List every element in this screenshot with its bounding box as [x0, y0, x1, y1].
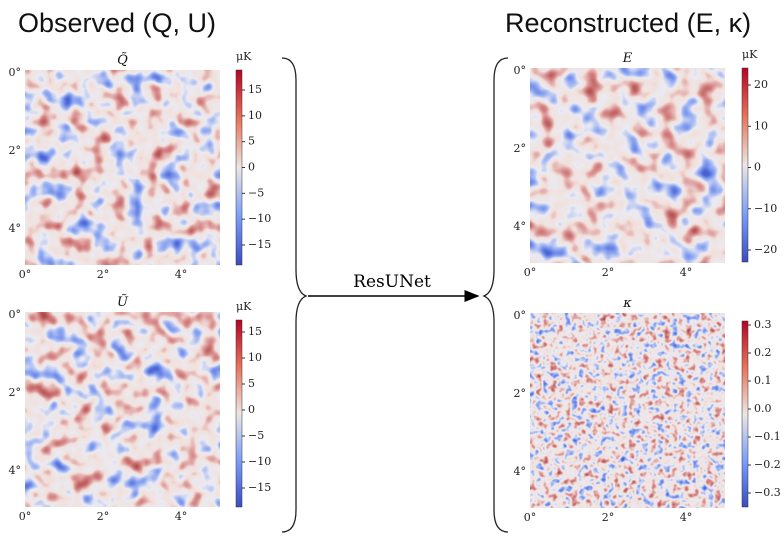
colorbar-tick-label: 0 — [754, 161, 761, 174]
colorbar — [236, 320, 242, 507]
brace-right — [484, 58, 508, 532]
y-tick-label: 4° — [9, 222, 22, 235]
heatmap — [25, 312, 220, 507]
colorbar-tick-label: −5 — [248, 429, 264, 442]
colorbar-tick-label: 10 — [248, 351, 262, 364]
x-tick-label: 4° — [175, 510, 188, 523]
y-tick-label: 0° — [514, 64, 527, 77]
heading-reconstructed: Reconstructed (E, κ) — [505, 8, 751, 38]
colorbar — [236, 70, 242, 265]
y-tick-label: 0° — [9, 308, 22, 321]
colorbar-tick-label: −15 — [248, 481, 271, 494]
x-tick-label: 2° — [97, 510, 110, 523]
y-tick-label: 0° — [514, 309, 527, 322]
colorbar-tick-label: 0.2 — [754, 346, 772, 359]
colorbar-tick-label: 10 — [754, 119, 768, 132]
figure: Observed (Q, U) Reconstructed (E, κ) Res… — [0, 0, 784, 536]
colorbar-tick-label: 0.1 — [754, 374, 772, 387]
colorbar-tick-label: 15 — [248, 325, 262, 338]
y-tick-label: 2° — [9, 144, 22, 157]
colorbar-tick-label: 0 — [248, 161, 255, 174]
x-tick-label: 2° — [602, 511, 615, 524]
colorbar-tick-label: −10 — [248, 455, 271, 468]
colorbar-tick-label: 5 — [248, 135, 255, 148]
colorbar — [742, 68, 748, 262]
y-tick-label: 2° — [514, 142, 527, 155]
colorbar-tick-label: 5 — [248, 377, 255, 390]
heatmap — [530, 313, 725, 508]
colorbar-tick-label: −20 — [754, 243, 777, 256]
heatmap — [25, 70, 220, 265]
x-tick-label: 0° — [19, 268, 32, 281]
y-tick-label: 0° — [9, 66, 22, 79]
unit-label: μK — [742, 48, 758, 61]
y-tick-label: 2° — [9, 386, 22, 399]
x-tick-label: 0° — [524, 266, 537, 279]
panel-title: E — [622, 51, 633, 66]
y-tick-label: 4° — [514, 220, 527, 233]
colorbar-tick-label: −5 — [248, 186, 264, 199]
colorbar — [742, 321, 748, 507]
x-tick-label: 4° — [680, 266, 693, 279]
x-tick-label: 2° — [602, 266, 615, 279]
heading-observed: Observed (Q, U) — [18, 8, 216, 38]
heatmap — [530, 68, 725, 263]
x-tick-label: 4° — [175, 268, 188, 281]
unit-label: μK — [236, 50, 252, 63]
panel-title: Ũ — [117, 294, 129, 310]
panel-title: Q̃ — [117, 52, 128, 68]
colorbar-tick-label: 0.3 — [754, 318, 772, 331]
colorbar-tick-label: −15 — [248, 238, 271, 251]
colorbar-tick-label: −10 — [754, 202, 777, 215]
colorbar-tick-label: −10 — [248, 212, 271, 225]
colorbar-tick-label: 0 — [248, 403, 255, 416]
x-tick-label: 0° — [524, 511, 537, 524]
colorbar-tick-label: 15 — [248, 83, 262, 96]
unit-label: μK — [236, 300, 252, 313]
y-tick-label: 4° — [514, 465, 527, 478]
colorbar-tick-label: −0.1 — [754, 430, 781, 443]
brace-left — [282, 58, 306, 532]
arrow-label: ResUNet — [353, 272, 431, 292]
x-tick-label: 4° — [680, 511, 693, 524]
colorbar-tick-label: 20 — [754, 78, 768, 91]
colorbar-tick-label: 0.0 — [754, 402, 772, 415]
x-tick-label: 0° — [19, 510, 32, 523]
panel-title: κ — [622, 296, 632, 311]
y-tick-label: 2° — [514, 387, 527, 400]
colorbar-tick-label: −0.3 — [754, 486, 781, 499]
colorbar-tick-label: 10 — [248, 109, 262, 122]
x-tick-label: 2° — [97, 268, 110, 281]
y-tick-label: 4° — [9, 464, 22, 477]
colorbar-tick-label: −0.2 — [754, 458, 781, 471]
